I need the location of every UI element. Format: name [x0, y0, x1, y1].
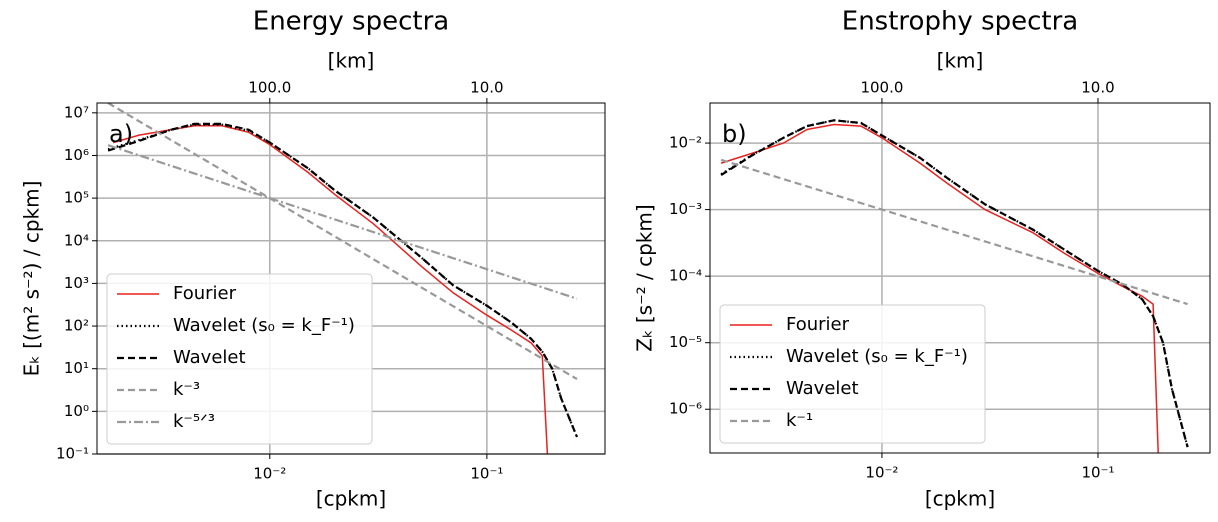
- series-line: [720, 158, 1188, 306]
- y-tick-label: 10⁻⁶: [669, 400, 702, 418]
- legend-label: k⁻³: [173, 379, 200, 400]
- panel-label: b): [722, 120, 747, 148]
- y-tick-label: 10¹: [64, 359, 89, 377]
- legend-label: Wavelet (s₀ = k_F⁻¹): [173, 315, 355, 336]
- x2-tick-label: 100.0: [248, 79, 291, 97]
- legend-label: Fourier: [173, 283, 237, 304]
- x2-axis-label: [km]: [328, 49, 375, 73]
- x2-tick-label: 100.0: [860, 79, 903, 97]
- series-line: [107, 122, 579, 438]
- legend-box: [106, 273, 373, 445]
- legend-box: [719, 304, 986, 444]
- legend-label: Wavelet: [786, 378, 859, 399]
- x-tick-label: 10⁻¹: [470, 465, 503, 483]
- x-axis-label: [cpkm]: [925, 487, 995, 511]
- x-tick-label: 10⁻²: [253, 465, 286, 483]
- axes-frame: [709, 102, 1211, 454]
- panel-label: a): [109, 120, 133, 148]
- y-axis-label: Eₖ [(m² s⁻²) / cpkm]: [20, 181, 44, 377]
- x2-axis-label: [km]: [937, 49, 984, 73]
- series-group: [107, 103, 579, 454]
- legend-label: Wavelet (s₀ = k_F⁻¹): [786, 346, 968, 367]
- x-tick-label: 10⁻¹: [1081, 464, 1114, 482]
- y-axis-label: Zₖ [s⁻² / cpkm]: [633, 204, 657, 351]
- x2-tick-label: 10.0: [1081, 79, 1114, 97]
- y-tick-label: 10⁻³: [669, 200, 702, 218]
- y-tick-label: 10⁻¹: [56, 445, 89, 463]
- y-tick-label: 10⁰: [64, 402, 89, 420]
- y-tick-label: 10⁻⁴: [669, 267, 702, 285]
- y-tick-label: 10²: [64, 317, 89, 335]
- panel: Energy spectra [km] [cpkm] Eₖ [(m² s⁻²) / c…: [20, 7, 606, 511]
- axes-frame: [96, 102, 606, 455]
- y-tick-label: 10⁴: [64, 231, 89, 249]
- y-tick-label: 10⁻⁵: [669, 333, 702, 351]
- y-tick-label: 10³: [64, 274, 89, 292]
- series-line: [107, 144, 578, 300]
- y-tick-label: 10⁻²: [669, 134, 702, 152]
- y-tick-label: 10⁶: [64, 146, 89, 164]
- legend-label: Fourier: [786, 314, 850, 335]
- legend-label: k⁻¹: [786, 410, 813, 431]
- legend-label: Wavelet: [173, 347, 246, 368]
- x-tick-label: 10⁻²: [865, 464, 898, 482]
- x-axis-label: [cpkm]: [316, 487, 386, 511]
- chart-title: Enstrophy spectra: [842, 7, 1078, 37]
- series-line: [107, 123, 579, 438]
- series-group: [720, 119, 1189, 453]
- series-line: [107, 103, 578, 381]
- y-tick-label: 10⁵: [64, 189, 89, 207]
- legend-label: k⁻⁵ᐟ³: [173, 411, 215, 432]
- panel: Enstrophy spectra [km] [cpkm] Zₖ [s⁻² / cpk…: [633, 7, 1211, 511]
- x2-tick-label: 10.0: [470, 79, 503, 97]
- y-tick-label: 10⁷: [64, 103, 89, 121]
- chart-title: Energy spectra: [253, 7, 449, 37]
- series-line: [720, 119, 1189, 448]
